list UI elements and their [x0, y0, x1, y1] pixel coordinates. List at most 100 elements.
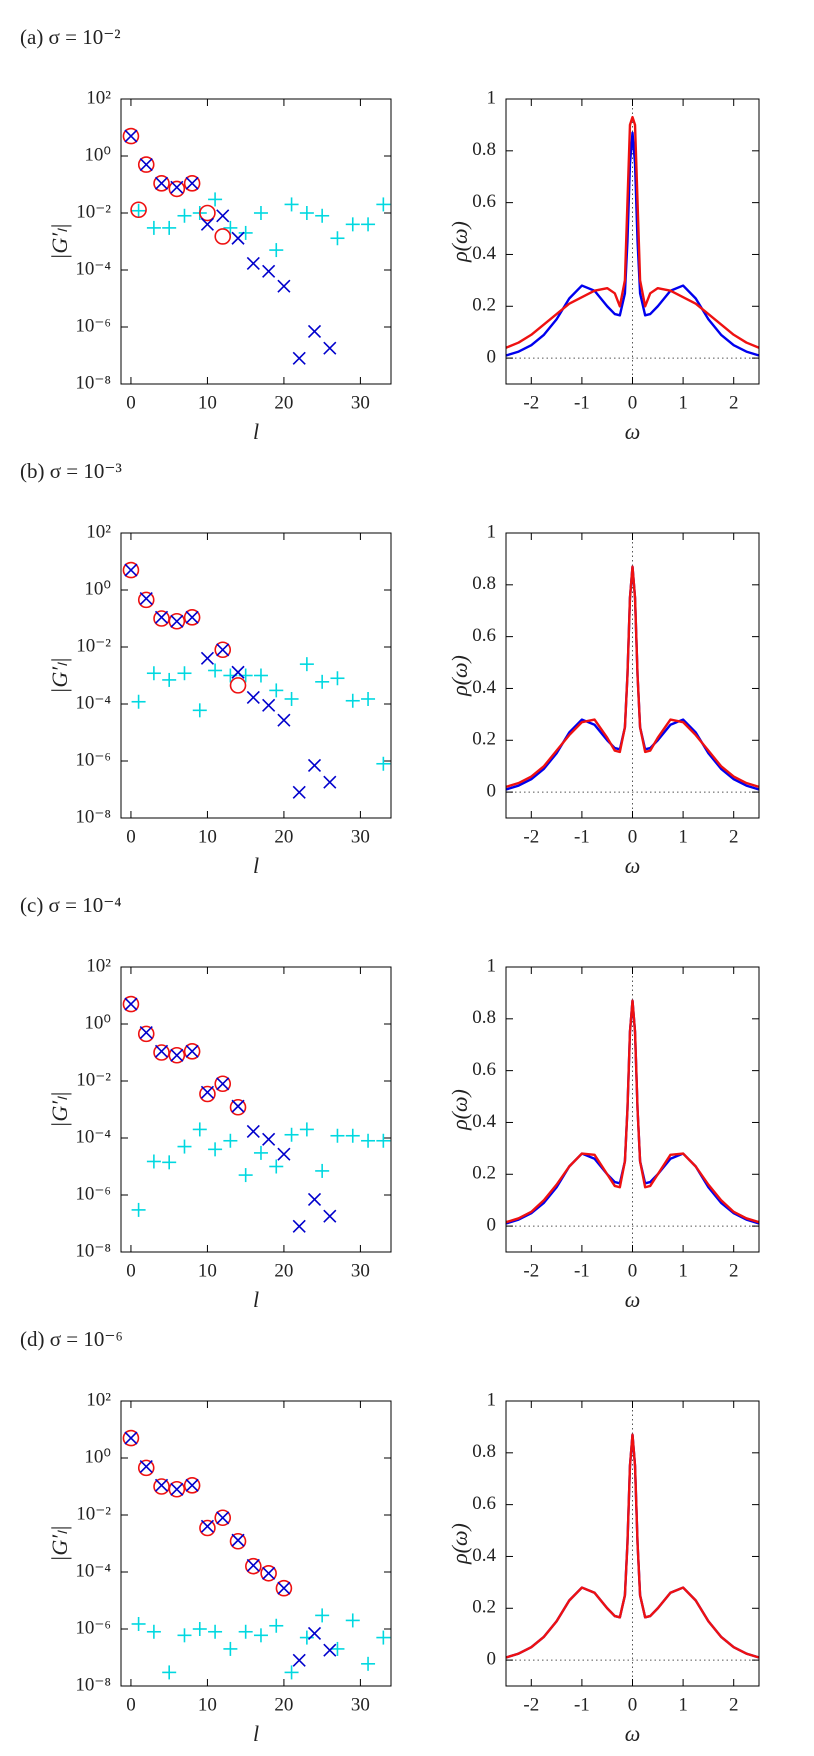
panel: (d) σ = 10⁻⁶ 10⁻⁸ 10⁻⁶ 10⁻⁴ 10⁻² 10⁰ 10² 0 10 20 3…: [20, 1327, 392, 1746]
x-stroke: [246, 256, 260, 270]
y-tick-label: 10⁻⁴: [75, 692, 111, 713]
y-tick-label: 10⁰: [84, 144, 111, 165]
x-stroke: [262, 1132, 276, 1146]
y-tick-label: 0.6: [472, 191, 496, 212]
marker: [130, 201, 147, 219]
marker: [214, 228, 232, 245]
x-stroke: [200, 1519, 214, 1533]
marker: [200, 1085, 214, 1099]
x-tick-label: 20: [274, 1260, 293, 1281]
circle-mark: [137, 1025, 155, 1043]
marker: [299, 1122, 314, 1137]
curve: [505, 115, 760, 349]
marker: [153, 175, 170, 192]
x-tick-label: 2: [729, 1694, 739, 1715]
x-axis-label: l: [253, 419, 259, 444]
x-tick-label: 10: [198, 1694, 217, 1715]
marker: [277, 1147, 291, 1161]
marker: [277, 713, 291, 727]
marker: [153, 1478, 170, 1495]
x-tick-label: 1: [678, 1260, 688, 1281]
x-stroke: [231, 1533, 245, 1547]
marker: [361, 1656, 376, 1671]
y-tick-label: 10⁻⁴: [75, 1560, 111, 1581]
marker: [262, 1132, 276, 1146]
x-tick-label: 30: [351, 826, 370, 847]
marker: [183, 1477, 201, 1494]
marker: [192, 1122, 207, 1137]
x-tick-label: -1: [574, 1694, 590, 1715]
x-stroke: [200, 651, 214, 665]
marker: [292, 1219, 306, 1233]
y-tick-label: 1: [487, 955, 497, 976]
x-stroke: [307, 1192, 322, 1206]
marker: [192, 703, 207, 718]
marker: [262, 698, 276, 712]
y-tick-label: 0.4: [472, 677, 496, 698]
plot-frame: [505, 966, 760, 1253]
panel: 0 0.2 0.4 0.6 0.8 1 -2 -1 0 1 2 ω ρ(ω): [447, 87, 760, 444]
marker: [330, 1641, 345, 1656]
x-stroke: [170, 180, 184, 194]
x-tick-label: 2: [729, 826, 739, 847]
marker: [146, 666, 161, 681]
x-stroke: [231, 231, 245, 245]
marker: [216, 1511, 230, 1525]
x-tick-label: 30: [351, 1694, 370, 1715]
circle-mark: [275, 1579, 293, 1597]
x-tick-label: 0: [126, 826, 136, 847]
marker: [231, 231, 245, 245]
circle-mark: [130, 201, 147, 219]
y-tick-label: 10⁻⁸: [75, 806, 111, 827]
x-stroke: [139, 1026, 153, 1040]
marker: [124, 563, 138, 577]
curve: [505, 999, 760, 1224]
marker: [200, 1519, 214, 1533]
circle-mark: [214, 1509, 232, 1527]
curve: [505, 1433, 760, 1659]
y-tick-label: 10⁻⁴: [75, 258, 111, 279]
x-stroke: [216, 1511, 230, 1525]
x-stroke: [185, 1044, 199, 1058]
marker: [139, 1026, 153, 1040]
x-stroke: [262, 1566, 276, 1580]
marker: [122, 127, 140, 145]
y-tick-label: 0.8: [472, 1007, 496, 1028]
panel: 0 0.2 0.4 0.6 0.8 1 -2 -1 0 1 2 ω ρ(ω): [447, 955, 760, 1312]
marker: [154, 1478, 169, 1492]
marker: [284, 691, 299, 706]
marker: [146, 1624, 161, 1639]
y-tick-label: 10²: [86, 87, 111, 108]
marker: [177, 1628, 192, 1643]
marker: [275, 1579, 293, 1597]
marker: [153, 610, 170, 627]
x-stroke: [323, 341, 337, 355]
marker: [146, 1154, 161, 1169]
marker: [208, 663, 223, 678]
marker: [199, 204, 216, 222]
circle-mark: [153, 175, 170, 192]
x-tick-label: 20: [274, 392, 293, 413]
marker: [214, 641, 232, 659]
x-stroke: [124, 997, 138, 1011]
y-axis-label: |G′ₗ|: [47, 1525, 72, 1561]
marker: [170, 1482, 184, 1496]
x-tick-label: 2: [729, 392, 739, 413]
y-axis-label: ρ(ω): [447, 1523, 472, 1565]
marker: [183, 175, 201, 192]
marker: [245, 1557, 262, 1575]
plot-frame: [505, 532, 760, 819]
y-tick-label: 0.2: [472, 1597, 496, 1618]
circle-mark: [122, 1429, 140, 1447]
x-tick-label: 0: [126, 392, 136, 413]
marker: [146, 220, 161, 235]
marker: [154, 610, 169, 624]
marker: [307, 1192, 322, 1206]
x-axis-label: ω: [625, 1721, 641, 1746]
marker: [183, 1043, 201, 1060]
x-axis-label: l: [253, 853, 259, 878]
marker: [229, 1098, 247, 1116]
y-tick-label: 10⁰: [84, 1012, 111, 1033]
x-stroke: [292, 351, 306, 365]
